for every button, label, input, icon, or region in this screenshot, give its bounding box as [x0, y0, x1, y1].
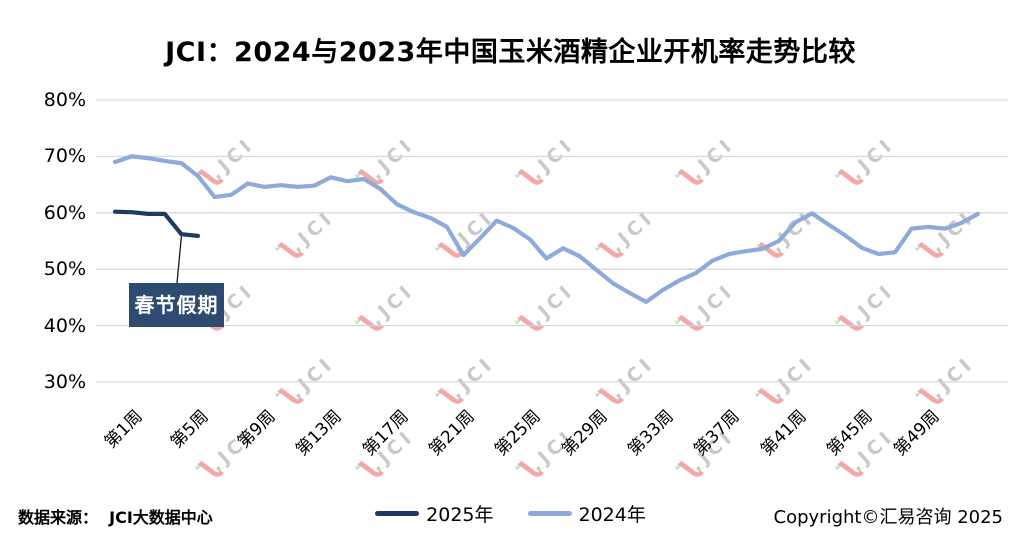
spring-festival-annotation: 春节假期: [129, 283, 224, 327]
series-line-2025年: [112, 209, 201, 238]
series-line-2024年: [112, 154, 981, 304]
legend-item-2024: 2024年: [527, 500, 646, 527]
legend: 2025年 2024年: [0, 500, 1021, 527]
y-tick-label-70: 70%: [43, 145, 86, 168]
annotation-connector-line: [176, 236, 183, 284]
legend-item-2025: 2025年: [375, 500, 494, 527]
y-tick-label-50: 50%: [43, 258, 86, 281]
chart-title: JCI：2024与2023年中国玉米酒精企业开机率走势比较: [165, 37, 856, 68]
copyright: Copyright©汇易咨询 2025: [773, 507, 1003, 528]
y-tick-label-30: 30%: [43, 371, 86, 393]
data-source: 数据来源： JCI大数据中心: [18, 508, 213, 527]
y-tick-label-60: 60%: [43, 201, 86, 224]
legend-label-2024: 2024年: [578, 504, 646, 526]
legend-swatch-2025: [375, 511, 420, 516]
y-tick-label-80: 80%: [43, 89, 86, 111]
y-tick-label-40: 40%: [43, 314, 86, 337]
legend-label-2025: 2025年: [426, 504, 494, 526]
legend-swatch-2024: [527, 511, 572, 516]
